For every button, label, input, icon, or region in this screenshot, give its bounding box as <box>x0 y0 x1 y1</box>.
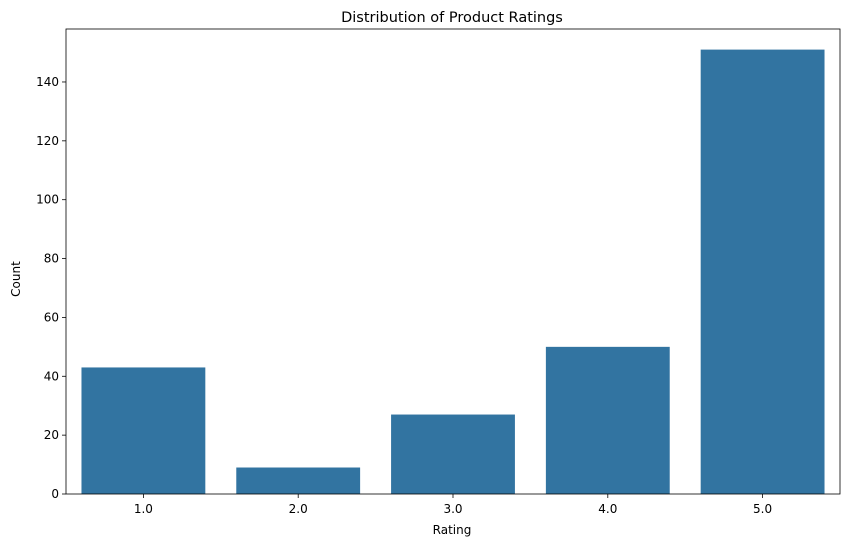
x-tick-label: 5.0 <box>753 502 772 516</box>
y-axis-label: Count <box>9 261 23 297</box>
bar <box>81 367 206 494</box>
x-tick-label: 2.0 <box>289 502 308 516</box>
bar <box>545 346 670 494</box>
y-tick-label: 80 <box>44 252 59 266</box>
chart-title: Distribution of Product Ratings <box>341 10 563 26</box>
y-tick-label: 120 <box>36 134 59 148</box>
bar <box>391 414 515 494</box>
bar <box>700 49 825 495</box>
x-tick-label: 1.0 <box>134 502 153 516</box>
y-tick-label: 60 <box>44 310 59 324</box>
y-tick-label: 20 <box>44 428 59 442</box>
axes-frame <box>65 28 841 495</box>
y-tick-label: 140 <box>36 75 59 89</box>
y-tick-label: 100 <box>36 193 59 207</box>
x-axis-label: Rating <box>433 523 472 537</box>
y-tick-label: 0 <box>51 487 59 501</box>
y-tick-label: 40 <box>44 369 59 383</box>
x-tick-label: 4.0 <box>598 502 617 516</box>
x-tick-label: 3.0 <box>443 502 462 516</box>
bar <box>236 467 361 494</box>
plot-area: 0 20 40 60 80 100 120 140 1.0 2.0 3.0 4.0 5.0 <box>36 28 841 516</box>
